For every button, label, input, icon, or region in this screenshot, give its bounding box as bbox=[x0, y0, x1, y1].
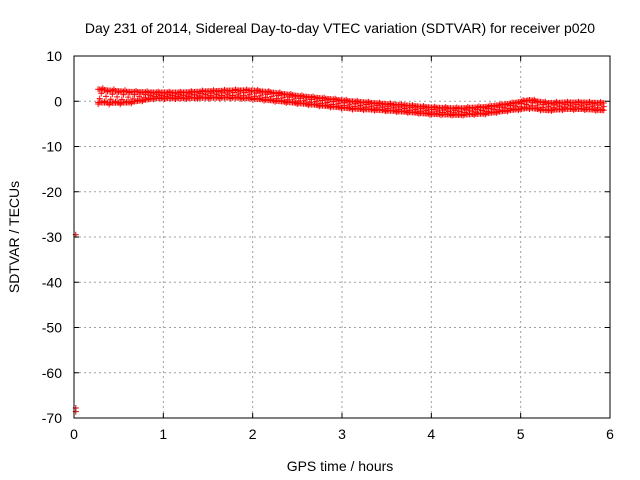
x-tick-label: 1 bbox=[159, 426, 167, 442]
x-tick-label: 4 bbox=[427, 426, 435, 442]
data-point bbox=[103, 93, 110, 100]
x-tick-label: 5 bbox=[517, 426, 525, 442]
y-tick-label: -30 bbox=[42, 229, 62, 245]
x-tick-label: 6 bbox=[606, 426, 614, 442]
y-tick-label: -50 bbox=[42, 320, 62, 336]
data-points bbox=[72, 85, 607, 415]
chart-title: Day 231 of 2014, Sidereal Day-to-day VTE… bbox=[85, 20, 595, 36]
y-axis-label: SDTVAR / TECUs bbox=[6, 181, 22, 293]
data-point bbox=[600, 100, 607, 107]
data-point bbox=[600, 107, 607, 114]
x-axis-label: GPS time / hours bbox=[287, 458, 394, 474]
y-tick-label: 0 bbox=[54, 93, 62, 109]
x-tick-label: 2 bbox=[249, 426, 257, 442]
x-tick-label: 3 bbox=[338, 426, 346, 442]
y-tick-label: -10 bbox=[42, 139, 62, 155]
y-tick-label: -40 bbox=[42, 274, 62, 290]
y-tick-label: -70 bbox=[42, 410, 62, 426]
ticks: 0 1 2 3 4 5 6 -70 -60 -50 -40 -30 -20 -10 0 10 bbox=[42, 48, 614, 442]
x-tick-label: 0 bbox=[70, 426, 78, 442]
data-point bbox=[125, 94, 132, 101]
data-point bbox=[114, 93, 121, 100]
y-tick-label: -60 bbox=[42, 365, 62, 381]
y-tick-label: -20 bbox=[42, 184, 62, 200]
grid bbox=[74, 56, 610, 418]
y-tick-label: 10 bbox=[46, 48, 62, 64]
